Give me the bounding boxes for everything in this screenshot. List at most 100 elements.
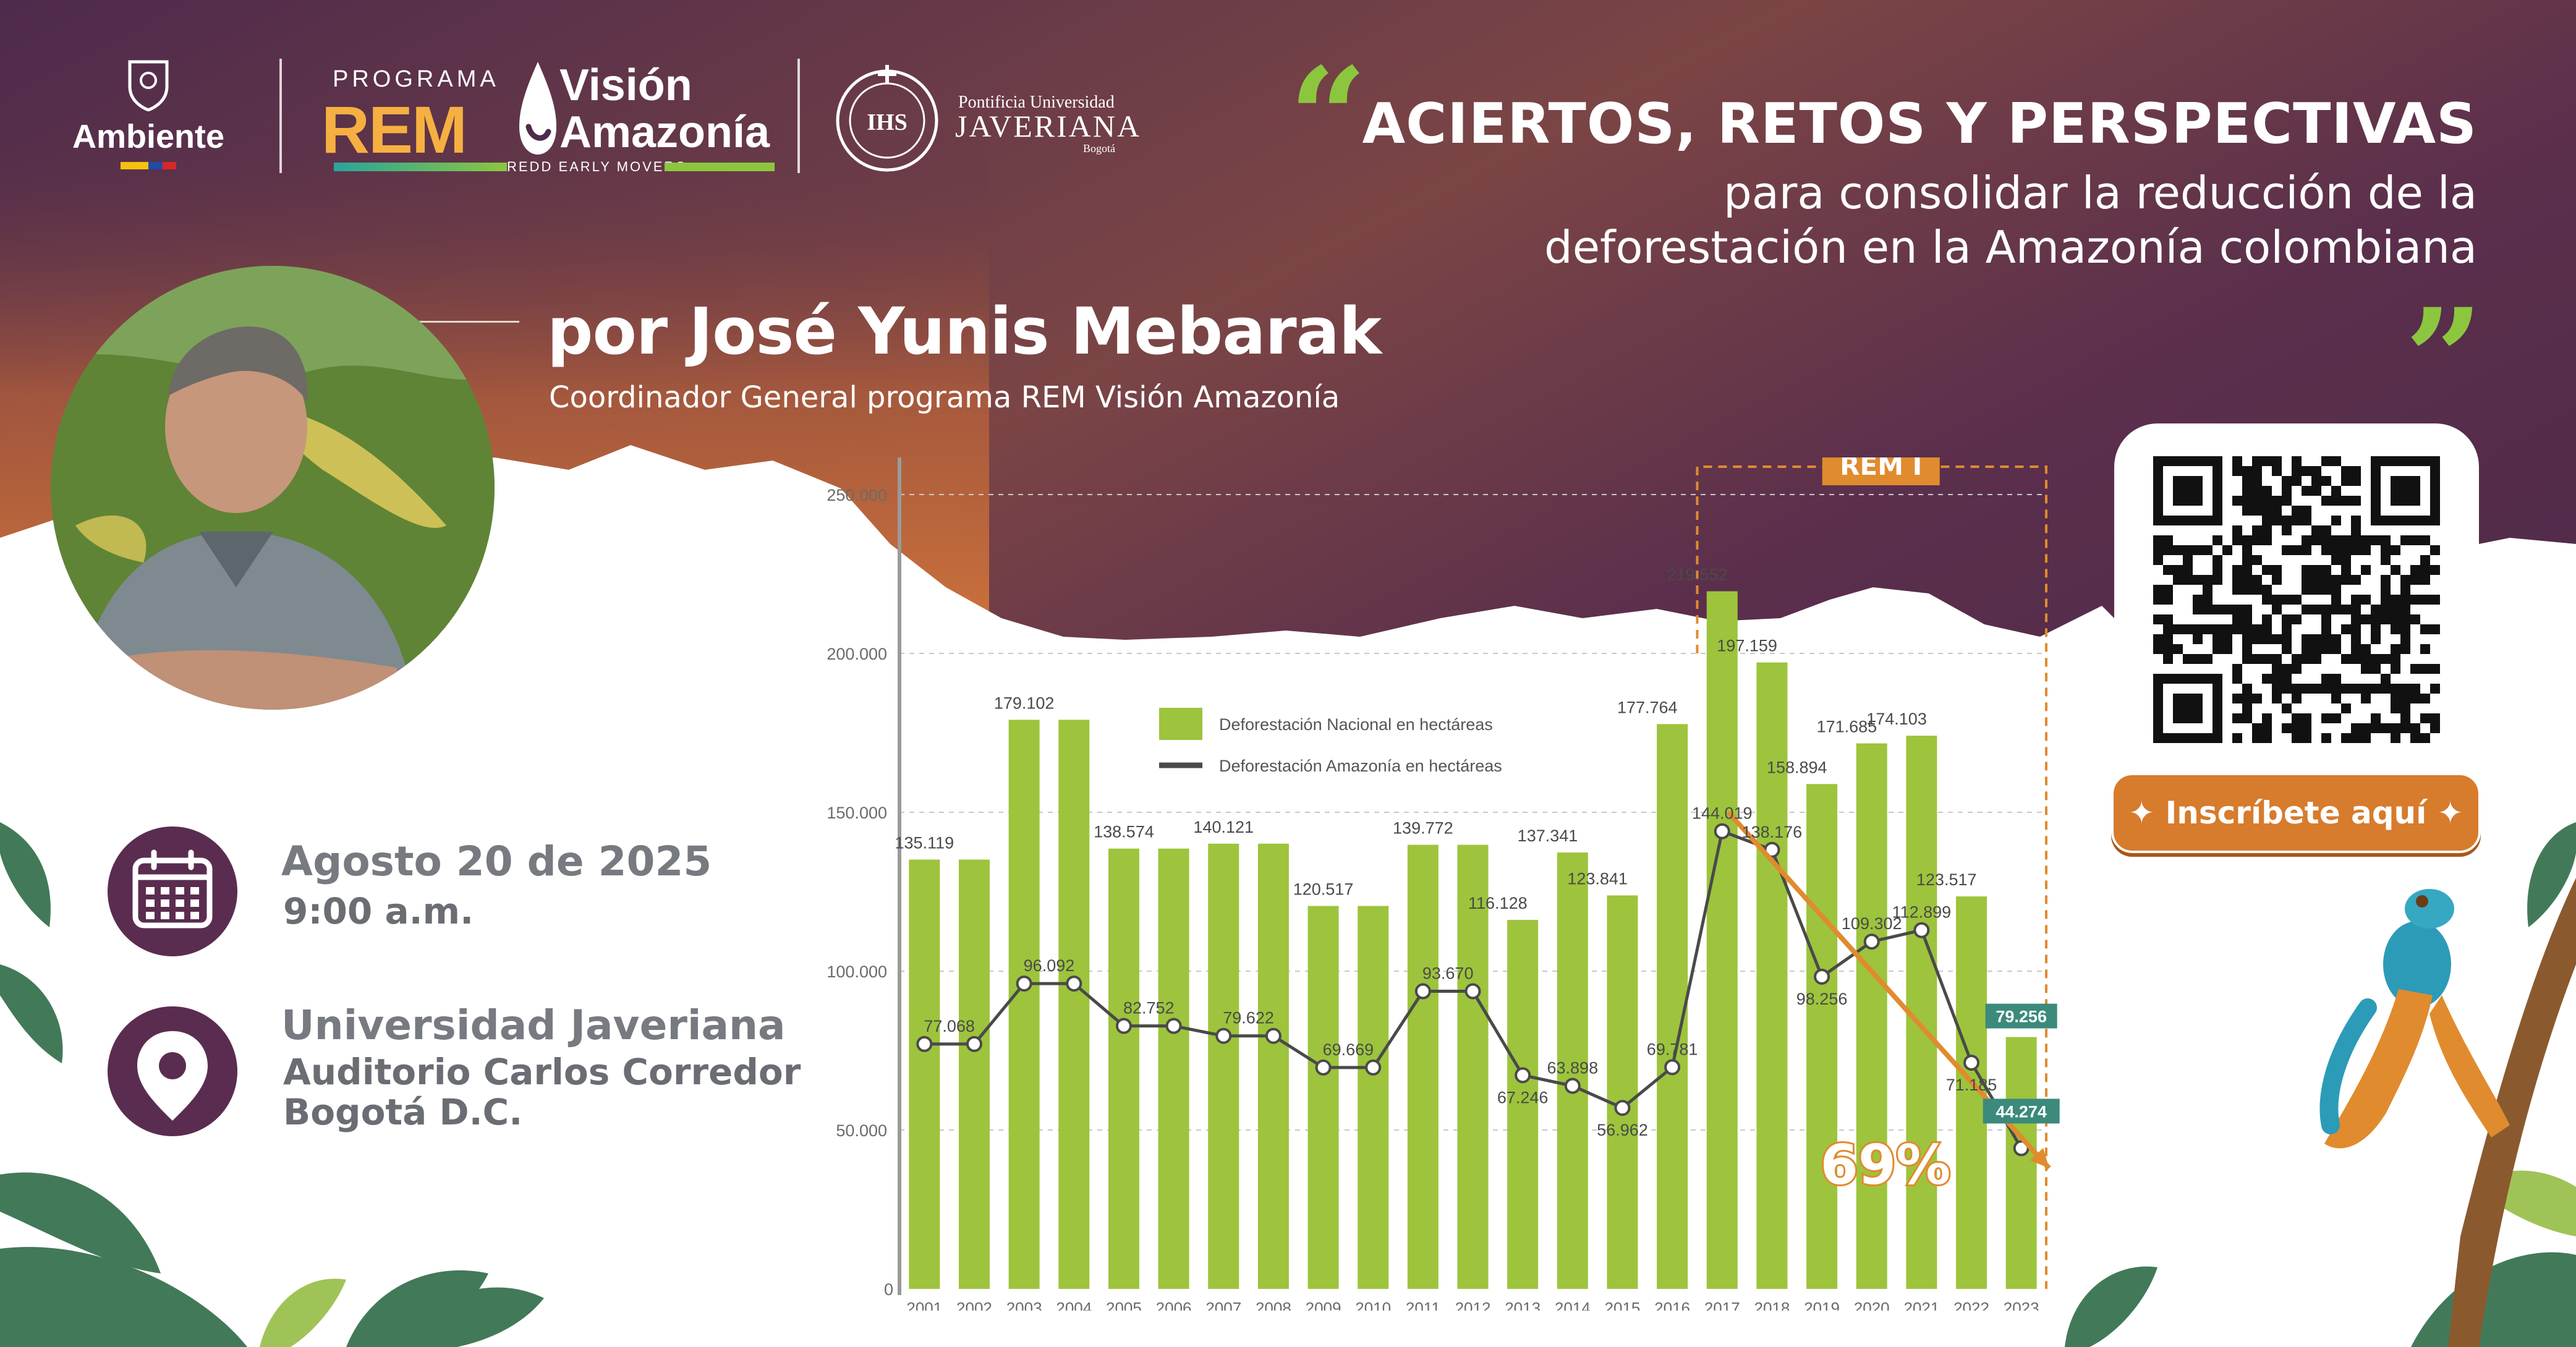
y-tick-label: 200.000 (827, 645, 887, 663)
bar-value-label: 179.102 (994, 694, 1055, 712)
x-tick-label: 2018 (1754, 1299, 1790, 1311)
bar-value-label: 139.772 (1393, 819, 1453, 838)
x-tick-label: 2016 (1654, 1299, 1690, 1311)
x-tick-label: 2004 (1056, 1299, 1092, 1311)
line-value-label: 112.899 (1892, 903, 1952, 922)
bar (1058, 720, 1090, 1289)
x-tick-label: 2005 (1106, 1299, 1142, 1311)
line-point (1115, 1018, 1132, 1034)
calendar-icon (132, 849, 213, 928)
line-value-label: 44.274 (1996, 1102, 2047, 1121)
bar (1008, 720, 1040, 1289)
line-value-label: 98.256 (1796, 990, 1848, 1008)
line-point (916, 1035, 933, 1052)
bar-value-label: 79.256 (1996, 1008, 2047, 1026)
line-point (1714, 823, 1730, 839)
x-tick-label: 2020 (1854, 1299, 1890, 1311)
logo-vision-line1: Visión (559, 61, 692, 110)
x-tick-label: 2001 (906, 1299, 942, 1311)
x-tick-label: 2012 (1455, 1299, 1491, 1311)
event-city: Bogotá D.C. (283, 1091, 523, 1133)
line-value-label: 77.068 (924, 1017, 975, 1035)
y-tick-label: 100.000 (827, 962, 887, 981)
logo-programa-text: PROGRAMA (333, 66, 499, 92)
x-tick-label: 2014 (1555, 1299, 1591, 1311)
bar (1756, 662, 1788, 1289)
bar (1856, 743, 1887, 1289)
legend-swatch-bar (1159, 708, 1202, 740)
qr-code[interactable] (2114, 423, 2479, 776)
bar (958, 859, 990, 1289)
bar (1307, 906, 1339, 1289)
line-point (1863, 933, 1880, 950)
line-point (1913, 922, 1930, 938)
line-value-label: 63.898 (1547, 1059, 1599, 1077)
open-quote: “ (1289, 37, 1367, 197)
line-point (1564, 1077, 1581, 1094)
reduction-arrowhead (2030, 1148, 2049, 1168)
rem-period-label-bg (1822, 457, 1940, 485)
ambiente-name: Ambiente (72, 118, 225, 155)
sparkle-left-icon: ✦ (2128, 795, 2166, 831)
line-point (1365, 1059, 1382, 1076)
bar (1257, 843, 1289, 1289)
event-title: ACIERTOS, RETOS Y PERSPECTIVAS (1362, 91, 2477, 156)
logo-divider (797, 59, 800, 173)
water-drop-icon (519, 62, 556, 155)
line-point (1165, 1018, 1182, 1034)
line-point (1963, 1055, 1980, 1071)
x-tick-label: 2011 (1406, 1299, 1440, 1311)
javeriana-seal-icon: IHS (836, 65, 938, 172)
x-tick-label: 2009 (1306, 1299, 1341, 1311)
bar-value-label: 116.128 (1468, 894, 1528, 912)
speaker-photo-illustration (51, 266, 495, 710)
bar (1158, 848, 1189, 1289)
bar-value-label: 177.764 (1617, 698, 1678, 716)
speaker-name: por José Yunis Mebarak (547, 294, 1382, 369)
line-value-label: 71.185 (1946, 1076, 1997, 1094)
line-value-label: 67.246 (1497, 1088, 1549, 1107)
bar (2005, 1037, 2037, 1289)
register-button[interactable]: ✦ Inscríbete aquí ✦ (2111, 773, 2481, 853)
bar (1208, 843, 1239, 1289)
line-point (1614, 1100, 1631, 1116)
bar-value-label: 123.517 (1916, 870, 1977, 889)
line-point (966, 1035, 982, 1052)
x-tick-label: 2013 (1505, 1299, 1541, 1311)
reduction-percentage: 69% (1821, 1133, 1951, 1197)
event-subtitle: para consolidar la reducción de la defor… (1544, 166, 2477, 274)
x-tick-label: 2023 (2004, 1299, 2039, 1311)
logo-bogota-text: Bogotá (1083, 142, 1115, 155)
line-value-label: 82.752 (1123, 999, 1175, 1018)
line-point (1315, 1059, 1332, 1076)
line-value-label: 69.781 (1647, 1040, 1698, 1058)
event-venue: Universidad Javeriana (281, 1001, 786, 1049)
line-value-label: 144.019 (1692, 804, 1753, 823)
bar (1507, 920, 1539, 1289)
javeriana-logo: IHS Pontificia Universidad JAVERIANA Bog… (828, 59, 1139, 182)
logo-divider (279, 59, 282, 173)
bar (1706, 591, 1738, 1289)
x-tick-label: 2022 (1953, 1299, 1989, 1311)
bar (1657, 724, 1688, 1289)
line-value-label: 138.176 (1742, 823, 1803, 841)
bar-value-label: 123.841 (1567, 869, 1628, 888)
x-tick-label: 2008 (1256, 1299, 1291, 1311)
line-value-label: 79.622 (1223, 1009, 1274, 1027)
line-value-label: 96.092 (1024, 956, 1075, 975)
speaker-photo (51, 266, 495, 710)
bar (1407, 844, 1439, 1289)
registration-qr-card[interactable] (2114, 423, 2479, 776)
y-tick-label: 50.000 (836, 1121, 887, 1140)
close-quote: ” (2405, 278, 2483, 438)
line-point (1414, 983, 1431, 1000)
line-point (1515, 1067, 1531, 1084)
bar (1806, 784, 1838, 1289)
logo-javeriana-text: JAVERIANA (955, 109, 1142, 143)
rem-period-label: REM I (1840, 457, 1922, 481)
seal-ihs-text: IHS (867, 109, 907, 135)
bar-value-label: 120.517 (1293, 880, 1354, 899)
coat-of-arms-icon (128, 60, 169, 112)
y-tick-label: 250.000 (827, 486, 887, 504)
